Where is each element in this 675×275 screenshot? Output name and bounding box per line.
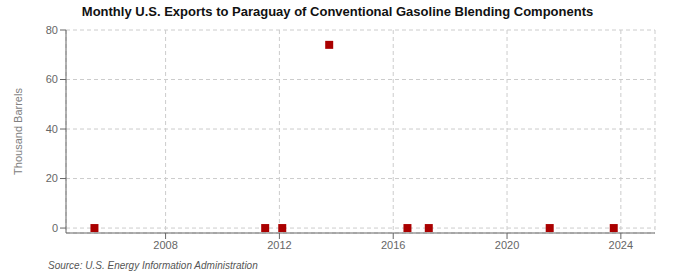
svg-text:Thousand Barrels: Thousand Barrels (12, 88, 24, 175)
html-text:Monthly U.S. Exports to Paragu: Monthly U.S. Exports to Paraguay of Conv… (81, 4, 594, 19)
svg-text:2016: 2016 (381, 239, 405, 251)
svg-text:20: 20 (46, 172, 58, 184)
svg-text:2012: 2012 (267, 239, 291, 251)
svg-text:40: 40 (46, 123, 58, 135)
svg-text:2020: 2020 (495, 239, 519, 251)
svg-text:2008: 2008 (153, 239, 177, 251)
svg-text:2024: 2024 (609, 239, 633, 251)
svg-text:80: 80 (46, 24, 58, 36)
svg-text:60: 60 (46, 73, 58, 85)
svg-text:0: 0 (52, 222, 58, 234)
html-text:Source: U.S. Energy Informatio: Source: U.S. Energy Information Administ… (48, 260, 258, 271)
